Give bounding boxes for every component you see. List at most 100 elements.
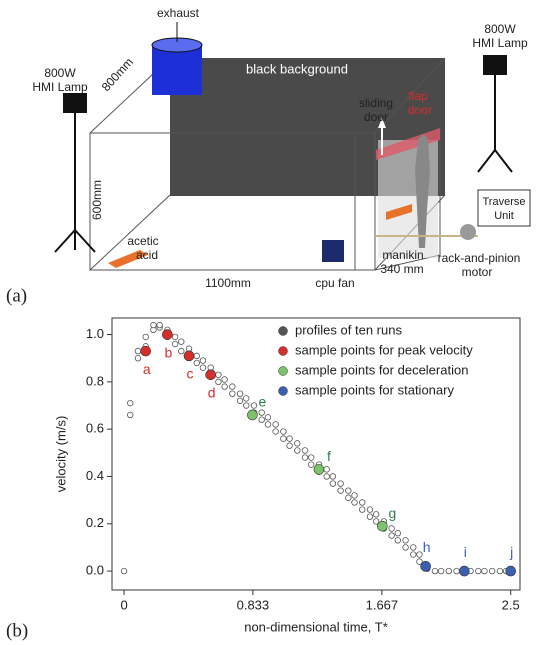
run-point bbox=[134, 355, 142, 362]
x-tick-label: 2.5 bbox=[502, 597, 520, 612]
y-tick-label: 0.4 bbox=[86, 468, 104, 483]
run-point bbox=[437, 567, 445, 575]
run-point bbox=[215, 371, 222, 378]
label: door bbox=[364, 110, 388, 124]
run-point bbox=[445, 567, 453, 575]
y-tick-label: 0.8 bbox=[86, 373, 104, 388]
point-label: i bbox=[464, 544, 467, 560]
run-point bbox=[394, 537, 402, 544]
label: acid bbox=[136, 248, 158, 262]
cpu-fan bbox=[322, 240, 344, 262]
run-point bbox=[286, 442, 293, 449]
run-point bbox=[236, 397, 244, 404]
legend-marker bbox=[278, 346, 288, 356]
run-point bbox=[323, 473, 330, 480]
sample-point bbox=[313, 464, 325, 475]
run-point bbox=[258, 409, 265, 416]
sample-point bbox=[420, 561, 431, 572]
run-point bbox=[127, 399, 134, 407]
run-point bbox=[215, 378, 222, 386]
run-point bbox=[264, 414, 272, 421]
run-point bbox=[199, 357, 207, 364]
run-point bbox=[308, 454, 315, 461]
x-tick-label: 0 bbox=[120, 597, 127, 612]
point-label: g bbox=[388, 505, 396, 521]
run-point bbox=[475, 567, 482, 575]
y-tick-label: 0.0 bbox=[86, 563, 104, 578]
run-point bbox=[134, 347, 142, 355]
panel-label: (b) bbox=[6, 620, 28, 641]
sample-point bbox=[459, 565, 470, 577]
sample-point bbox=[162, 329, 173, 340]
motor bbox=[460, 224, 476, 240]
run-point bbox=[272, 428, 279, 435]
run-point bbox=[359, 499, 366, 506]
run-point bbox=[345, 487, 352, 494]
run-point bbox=[402, 544, 409, 551]
label: sliding bbox=[359, 96, 393, 110]
run-point bbox=[221, 383, 228, 390]
point-label: j bbox=[509, 544, 513, 560]
label: 340 mm bbox=[380, 262, 423, 276]
run-point bbox=[351, 499, 358, 506]
apparatus-diagram: exhaust 800mm 600mm 1100mm 800W HMI Lamp… bbox=[32, 6, 531, 290]
run-point bbox=[150, 321, 157, 329]
label: black background bbox=[246, 61, 348, 76]
acid-tray bbox=[108, 250, 148, 268]
run-point bbox=[402, 537, 409, 544]
run-point bbox=[351, 492, 358, 499]
panel-label: (a) bbox=[6, 285, 27, 306]
label: rack-and-pinion bbox=[438, 251, 521, 265]
legend-label: profiles of ten runs bbox=[295, 322, 402, 337]
run-point bbox=[294, 447, 301, 454]
sample-point bbox=[247, 409, 258, 421]
run-point bbox=[142, 333, 149, 341]
plot-frame bbox=[111, 317, 521, 591]
run-point bbox=[243, 395, 250, 402]
y-tick-label: 0.2 bbox=[86, 515, 104, 530]
point-label: h bbox=[423, 539, 431, 555]
point-label: a bbox=[143, 361, 151, 377]
run-point bbox=[236, 390, 244, 397]
point-label: c bbox=[187, 366, 194, 382]
run-point bbox=[359, 506, 366, 513]
run-point bbox=[156, 321, 163, 329]
run-point bbox=[453, 567, 460, 575]
y-axis-label: velocity (m/s) bbox=[53, 416, 68, 493]
legend-marker bbox=[278, 386, 288, 396]
point-label: b bbox=[164, 344, 172, 360]
run-point bbox=[178, 338, 185, 345]
run-point bbox=[171, 340, 179, 348]
label: door bbox=[408, 103, 432, 117]
exhaust-cylinder bbox=[152, 45, 202, 95]
legend-marker bbox=[278, 326, 288, 336]
run-point bbox=[264, 421, 272, 428]
x-axis-label: non-dimensional time, T* bbox=[244, 619, 388, 634]
arrow-head bbox=[378, 118, 386, 128]
run-point bbox=[488, 567, 496, 575]
run-point bbox=[388, 525, 395, 532]
run-point bbox=[221, 376, 228, 383]
run-point bbox=[416, 551, 423, 558]
run-point bbox=[372, 511, 380, 518]
run-point bbox=[199, 364, 207, 371]
run-point bbox=[410, 544, 417, 551]
run-point bbox=[388, 532, 395, 539]
label: 600mm bbox=[90, 180, 104, 220]
source-plate bbox=[386, 204, 412, 220]
run-point bbox=[329, 473, 337, 480]
sample-point bbox=[183, 350, 195, 362]
label: 800W bbox=[44, 66, 76, 80]
point-label: f bbox=[327, 448, 331, 464]
sample-point bbox=[505, 565, 517, 577]
run-point bbox=[193, 359, 200, 367]
label: Traverse bbox=[483, 196, 526, 208]
label: exhaust bbox=[157, 6, 200, 20]
y-tick-label: 0.6 bbox=[86, 421, 104, 436]
legend-label: sample points for deceleration bbox=[295, 362, 468, 377]
run-point bbox=[329, 480, 337, 487]
run-point bbox=[308, 461, 315, 468]
legend-label: sample points for peak velocity bbox=[295, 342, 473, 357]
run-point bbox=[258, 416, 265, 423]
